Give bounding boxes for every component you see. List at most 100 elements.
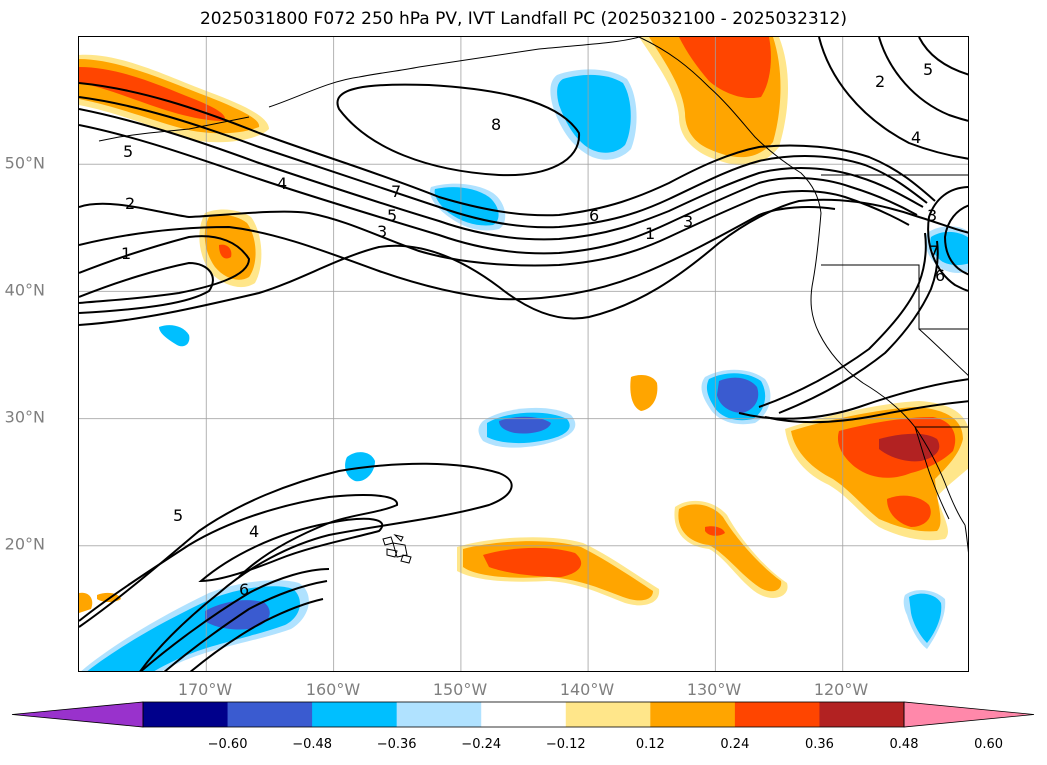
- contour-6: [79, 96, 928, 229]
- contour-label: 3: [683, 212, 693, 231]
- contour-label: 5: [123, 142, 133, 161]
- contour-label-layer: 8 7 6 5 4 3 2 1 4 5 6 5 3 1 2 4 5 3 7 6: [121, 60, 945, 599]
- contour-south-1: [79, 462, 513, 671]
- colorbar-segment: [565, 702, 651, 727]
- contour-east-loop2: [778, 240, 939, 414]
- colorbar-extend-high: [904, 702, 1034, 727]
- colorbar-tick-label: −0.12: [545, 737, 586, 752]
- contour-label: 4: [249, 522, 259, 541]
- contour-label: 4: [277, 174, 287, 193]
- shade-positive-w: [79, 592, 93, 613]
- lat-label-50n: 50°N: [4, 153, 45, 173]
- shade-negative-hawaii: [345, 452, 375, 482]
- colorbar-segment: [481, 702, 567, 727]
- coast-alaska: [268, 37, 640, 108]
- coast-uswest: [810, 212, 966, 526]
- lon-label-170w: 170°W: [177, 680, 233, 699]
- contour-label: 2: [875, 72, 885, 91]
- shade-negative-mexico-inner: [909, 593, 942, 643]
- contour-south-3: [198, 517, 384, 583]
- lon-label-130w: 130°W: [686, 680, 742, 699]
- contour-8: [336, 83, 581, 177]
- contour-4-ne: [878, 37, 968, 122]
- colorbar-tick-label: 0.12: [635, 737, 665, 752]
- contour-label: 1: [121, 244, 131, 263]
- shade-positive-ca-south: [887, 495, 931, 527]
- colorbar-segment: [143, 702, 229, 727]
- figure-title: 2025031800 F072 250 hPa PV, IVT Landfall…: [199, 9, 847, 29]
- colorbar-tick-label: −0.24: [461, 737, 502, 752]
- contour-label: 5: [923, 60, 933, 79]
- contour-label: 6: [239, 580, 249, 599]
- colorbar-segment: [819, 702, 905, 727]
- contour-label: 8: [491, 115, 501, 134]
- contour-label: 3: [377, 222, 387, 241]
- coast-mexico: [964, 524, 968, 553]
- lon-label-120w: 120°W: [813, 680, 869, 699]
- contour-5-ne: [818, 37, 968, 160]
- map-panel: 8 7 6 5 4 3 2 1 4 5 6 5 3 1 2 4 5 3 7 6: [78, 36, 969, 672]
- contour-label: 1: [645, 224, 655, 243]
- shading-layer: [79, 37, 968, 671]
- shade-positive-blob1-core: [219, 244, 232, 259]
- contour-sw-band: [139, 568, 330, 671]
- contour-label: 2: [125, 194, 135, 213]
- contour-east-south2: [764, 400, 968, 424]
- shade-negative-subtrop-core: [499, 416, 551, 434]
- contour-west-lobe: [79, 261, 214, 314]
- contour-label: 6: [935, 266, 945, 285]
- coast-baja: [914, 426, 950, 520]
- contour-3-ne: [918, 37, 968, 76]
- colorbar-tick-label: −0.36: [376, 737, 417, 752]
- coast-hawaii3: [386, 548, 398, 558]
- shade-negative-offshore-core: [717, 377, 759, 413]
- shade-negative-small-inner: [434, 187, 499, 226]
- colorbar-tick-label: 0.60: [974, 737, 1004, 752]
- contour-label: 5: [387, 206, 397, 225]
- contour-6-east: [943, 204, 968, 276]
- contour-label: 3: [927, 206, 937, 225]
- contour-sw-band3: [189, 598, 324, 671]
- contour-1b: [79, 235, 251, 304]
- lon-label-150w: 150°W: [432, 680, 488, 699]
- colorbar-segment: [227, 702, 313, 727]
- lon-label-160w: 160°W: [305, 680, 361, 699]
- contour-1: [79, 198, 968, 326]
- colorbar-segment: [312, 702, 398, 727]
- colorbar-tick-label: 0.36: [804, 737, 834, 752]
- lon-label-140w: 140°W: [559, 680, 615, 699]
- contour-sw-band2: [163, 580, 328, 671]
- contour-south-2: [79, 494, 398, 622]
- lat-label-40n: 40°N: [4, 280, 45, 300]
- coast-hawaii1: [382, 536, 394, 546]
- contour-label: 7: [929, 242, 939, 261]
- shade-positive-subtrop-core: [483, 547, 582, 577]
- colorbar-segment: [650, 702, 736, 727]
- coast-bc: [638, 37, 822, 214]
- contour-label: 4: [911, 128, 921, 147]
- colorbar-segment: [734, 702, 820, 727]
- colorbar-tick-label: 0.48: [889, 737, 919, 752]
- gridlines: [79, 37, 968, 671]
- contour-7: [79, 82, 936, 217]
- contour-3: [79, 190, 910, 267]
- shade-positive-tiny: [630, 375, 658, 411]
- contour-east-loop: [758, 232, 927, 408]
- coast-hawaii4: [400, 554, 412, 564]
- contour-layer: [79, 37, 968, 671]
- coast-hawaii-big: [392, 542, 408, 558]
- contour-label: 6: [589, 206, 599, 225]
- contour-7-east: [927, 186, 968, 292]
- shade-positive-blob1-inner: [204, 215, 256, 280]
- colorbar-tick-label: −0.48: [292, 737, 333, 752]
- shade-negative-gulf-inner: [557, 74, 631, 153]
- lat-label-20n: 20°N: [4, 534, 45, 554]
- shade-positive-ne-core: [679, 37, 771, 99]
- contour-5: [79, 108, 924, 241]
- map-canvas: 8 7 6 5 4 3 2 1 4 5 6 5 3 1 2 4 5 3 7 6: [79, 37, 968, 671]
- contour-2: [79, 206, 836, 301]
- colorbar-extend-low: [12, 702, 143, 727]
- contour-label: 5: [173, 506, 183, 525]
- coast-aleutians: [98, 116, 250, 142]
- colorbar-tick-label: −0.60: [207, 737, 248, 752]
